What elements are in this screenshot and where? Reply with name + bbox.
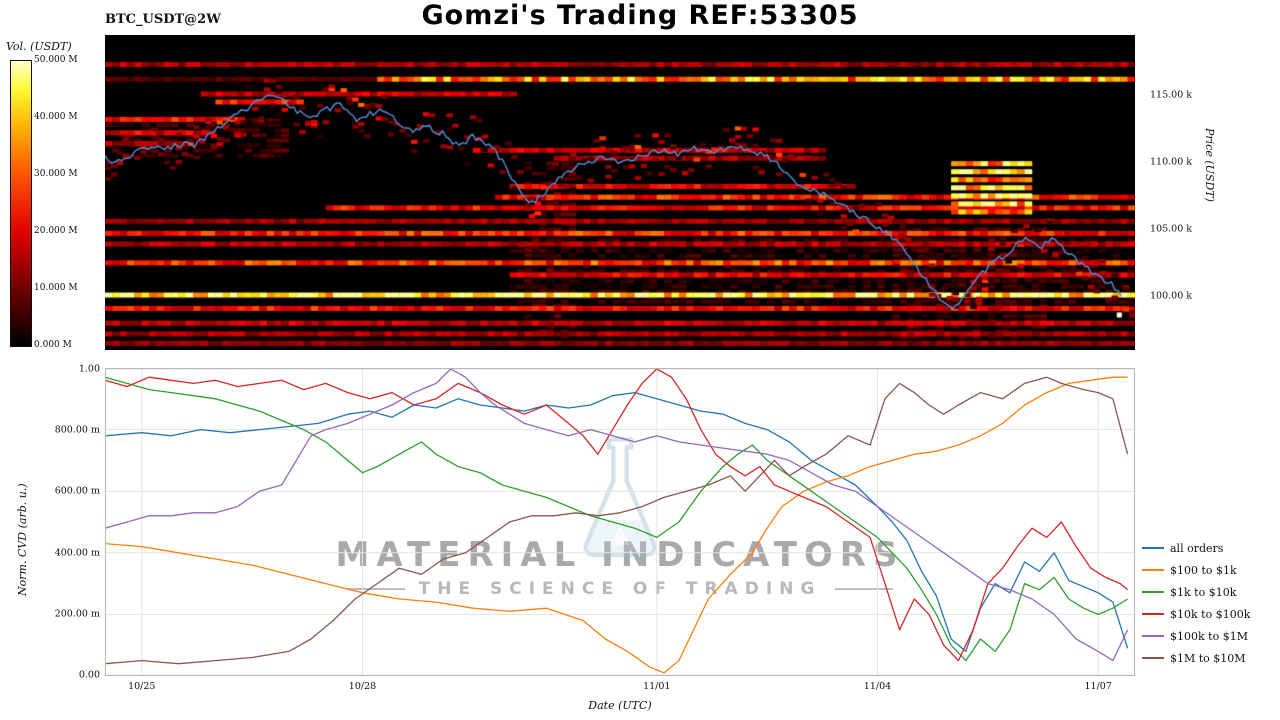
legend-item: $100k to $1M xyxy=(1142,625,1250,647)
date-tick: 11/01 xyxy=(643,681,671,692)
legend-label: $100 to $1k xyxy=(1170,563,1237,577)
colorbar-tick: 40.000 M xyxy=(34,112,78,122)
cvd-chart xyxy=(105,368,1135,676)
legend-label: $1k to $10k xyxy=(1170,585,1237,599)
colorbar-tick: 30.000 M xyxy=(34,169,78,179)
legend: all orders $100 to $1k $1k to $10k $10k to … xyxy=(1142,537,1250,669)
series-line xyxy=(105,391,1129,653)
legend-line-swatch xyxy=(1142,657,1164,659)
legend-line-swatch xyxy=(1142,569,1164,571)
symbol-label: BTC_USDT@2W xyxy=(105,12,221,27)
series-line xyxy=(105,368,1129,662)
price-axis-title: Price (USDT) xyxy=(1203,128,1216,202)
volume-colorbar xyxy=(10,60,32,347)
cvd-axis-title: Norm. CVD (arb. u.) xyxy=(16,483,29,596)
cvd-y-tick: 1.00 xyxy=(78,363,100,375)
cvd-y-tick: 0.00 xyxy=(78,669,100,681)
legend-line-swatch xyxy=(1142,613,1164,615)
colorbar-tick: 0.000 M xyxy=(34,340,72,350)
legend-label: $1M to $10M xyxy=(1170,651,1246,665)
date-axis-title: Date (UTC) xyxy=(588,699,652,712)
legend-label: $100k to $1M xyxy=(1170,629,1248,643)
date-tick: 10/25 xyxy=(128,681,156,692)
legend-line-swatch xyxy=(1142,591,1164,593)
series-line xyxy=(105,376,1128,674)
price-volume-heatmap xyxy=(105,35,1135,350)
price-tick: 105.00 k xyxy=(1150,223,1193,235)
price-tick: 100.00 k xyxy=(1150,290,1193,302)
colorbar-tick: 50.000 M xyxy=(34,55,78,65)
cvd-y-tick: 800.00 m xyxy=(54,424,100,436)
legend-line-swatch xyxy=(1142,547,1164,549)
series-line xyxy=(105,368,1129,662)
date-tick: 10/28 xyxy=(348,681,377,692)
legend-item: $10k to $100k xyxy=(1142,603,1250,625)
cvd-y-tick: 200.00 m xyxy=(54,608,100,620)
cvd-y-tick: 600.00 m xyxy=(54,485,100,497)
colorbar-tick: 20.000 M xyxy=(34,226,78,236)
price-tick: 115.00 k xyxy=(1150,89,1193,101)
legend-item: $100 to $1k xyxy=(1142,559,1250,581)
colorbar-title: Vol. (USDT) xyxy=(6,40,72,53)
legend-label: $10k to $100k xyxy=(1170,607,1251,621)
series-line xyxy=(105,376,1128,662)
page-title: Gomzi's Trading REF:53305 xyxy=(421,0,859,31)
date-tick: 11/04 xyxy=(863,681,892,692)
legend-line-swatch xyxy=(1142,635,1164,637)
series-line xyxy=(105,376,1129,665)
legend-item: all orders xyxy=(1142,537,1250,559)
legend-item: $1k to $10k xyxy=(1142,581,1250,603)
legend-label: all orders xyxy=(1170,541,1224,555)
legend-item: $1M to $10M xyxy=(1142,647,1250,669)
date-tick: 11/07 xyxy=(1084,681,1112,692)
cvd-y-tick: 400.00 m xyxy=(54,547,100,559)
colorbar-tick: 10.000 M xyxy=(34,283,78,293)
price-tick: 110.00 k xyxy=(1150,156,1193,168)
